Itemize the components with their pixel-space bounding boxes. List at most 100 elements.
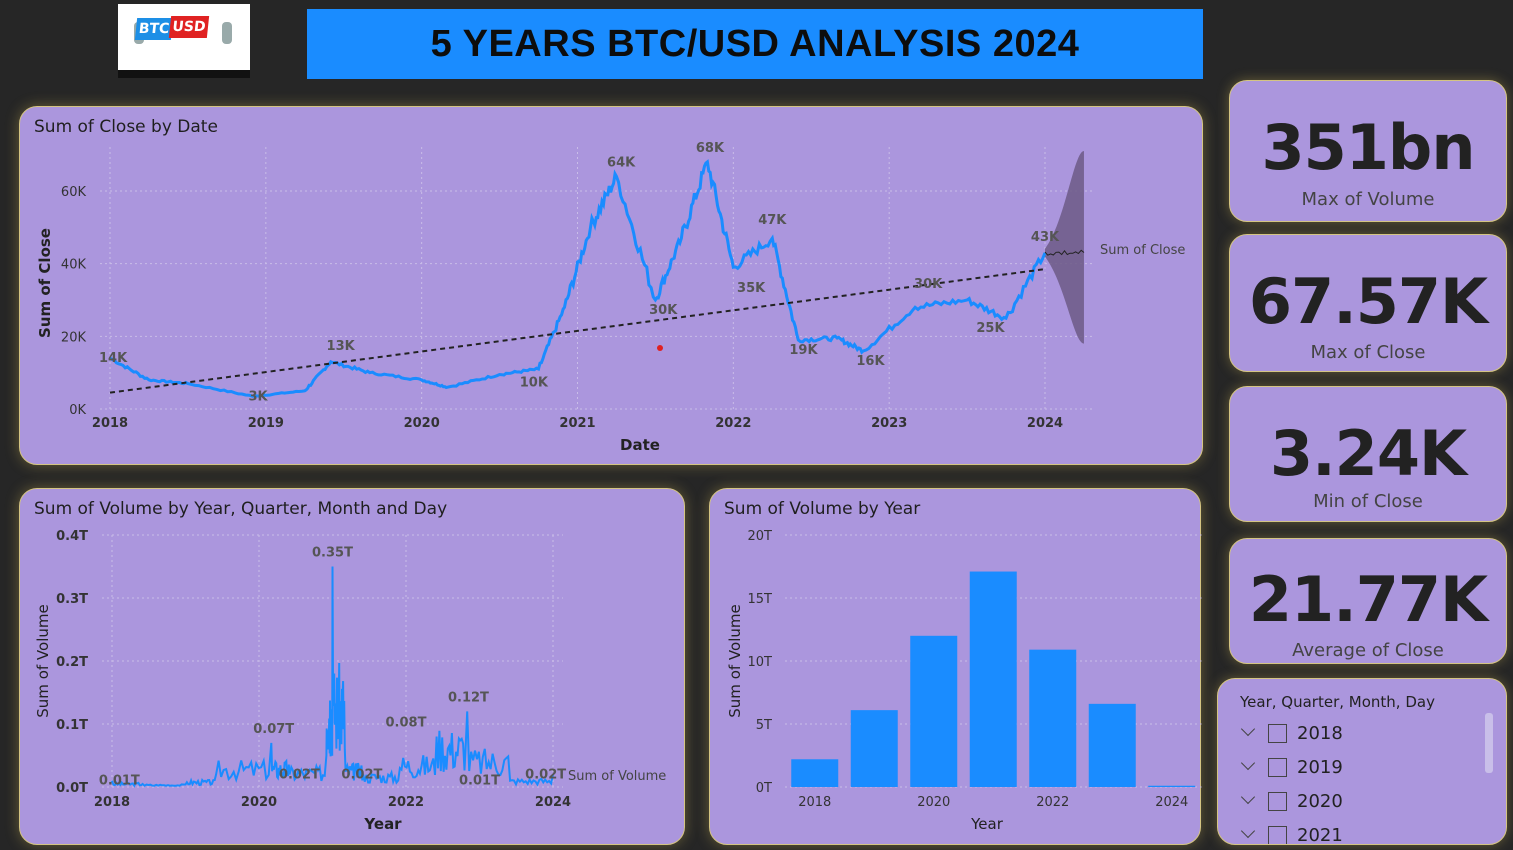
close-forecast-line [1044,249,1085,256]
volume-year-yaxis: 0T 5T 10T 15T 20T [748,529,773,796]
close-ytick-label: 20K [61,330,87,345]
close-data-label: 35K [737,281,766,296]
volume-daily-xtick-label: 2024 [535,795,571,810]
close-by-date-panel[interactable]: Sum of Close by Date 0K 20K 40K 60K 2018 201… [19,106,1203,465]
volume-year-bar[interactable] [791,759,839,787]
close-chart-xlabel: Date [620,436,660,454]
dashboard-title: 5 YEARS BTC/USD ANALYSIS 2024 [430,22,1080,65]
close-anomaly-marker[interactable] [657,345,663,351]
chevron-down-icon[interactable] [1240,755,1258,779]
volume-year-bars[interactable] [791,571,1196,787]
volume-year-xtick-label: 2020 [917,795,950,810]
kpi-max-close-value: 67.57K [1248,265,1488,338]
close-data-label: 13K [327,339,356,354]
kpi-card-max-volume[interactable]: 351bn Max of Volume [1229,80,1507,222]
close-data-label: 68K [696,141,725,156]
slicer-item-2019[interactable]: 2019 [1240,755,1343,779]
close-data-label: 19K [789,343,818,358]
slicer-item-label: 2018 [1297,722,1343,744]
volume-year-bar[interactable] [1029,649,1077,787]
volume-daily-series-line[interactable] [111,566,554,788]
volume-year-bar[interactable] [850,710,898,787]
chevron-down-icon[interactable] [1240,789,1258,813]
volume-year-chart-title: Sum of Volume by Year [724,499,921,519]
close-forecast-band [1045,151,1084,344]
dashboard-title-bar: 5 YEARS BTC/USD ANALYSIS 2024 [307,9,1203,79]
volume-year-ytick-label: 15T [748,592,773,607]
kpi-card-min-close[interactable]: 3.24K Min of Close [1229,386,1507,522]
volume-daily-data-label: 0.02T [279,767,320,782]
slicer-item-label: 2021 [1297,824,1343,845]
volume-daily-data-label: 0.35T [312,546,353,561]
chevron-down-icon[interactable] [1240,721,1258,745]
kpi-min-close-label: Min of Close [1313,491,1423,512]
checkbox[interactable] [1268,825,1287,844]
volume-year-bar[interactable] [1088,703,1136,787]
close-xtick-label: 2019 [248,416,284,431]
close-data-label: 43K [1031,230,1060,245]
close-data-labels: 14K 3K 13K 10K 64K 30K 68K 35K 47K 19K 16K 30K 25K 43… [99,141,1060,404]
close-data-label: 47K [758,213,787,228]
kpi-max-close-label: Max of Close [1310,342,1426,363]
slicer-item-2018[interactable]: 2018 [1240,721,1343,745]
close-chart-legend: Sum of Close [1100,243,1185,258]
volume-daily-ylabel: Sum of Volume [34,604,52,717]
volume-daily-legend: Sum of Volume [568,769,666,784]
chevron-down-icon[interactable] [1240,823,1258,844]
checkbox[interactable] [1268,723,1287,743]
volume-year-xaxis: 2018 2020 2022 2024 [798,795,1188,810]
volume-daily-panel[interactable]: Sum of Volume by Year, Quarter, Month an… [19,488,685,845]
date-hierarchy-slicer[interactable]: Year, Quarter, Month, Day 2018 2019 2020… [1217,678,1507,845]
volume-daily-ytick-label: 0.1T [56,718,88,733]
checkbox[interactable] [1268,791,1287,811]
close-data-label: 30K [914,277,943,292]
volume-year-ylabel: Sum of Volume [726,604,744,717]
close-trend-line [109,268,1046,394]
volume-daily-chart[interactable]: 0.0T 0.1T 0.2T 0.3T 0.4T 2018 2020 2022 2024 0.… [20,489,686,846]
volume-year-bar[interactable] [969,571,1017,787]
volume-daily-data-label: 0.07T [253,722,294,737]
volume-daily-chart-title: Sum of Volume by Year, Quarter, Month an… [34,499,448,519]
close-chart-yaxis: 0K 20K 40K 60K [61,185,87,418]
volume-daily-xlabel: Year [363,815,402,833]
volume-year-bar[interactable] [910,635,958,787]
volume-daily-ytick-label: 0.4T [56,529,88,544]
volume-daily-xtick-label: 2022 [388,795,424,810]
logo-strip [118,70,250,78]
close-data-label: 3K [248,389,268,404]
close-data-label: 64K [607,155,636,170]
volume-year-ytick-label: 5T [756,718,772,733]
volume-year-bar[interactable] [1148,785,1196,787]
volume-year-xtick-label: 2022 [1036,795,1069,810]
close-xtick-label: 2023 [871,416,907,431]
checkbox[interactable] [1268,757,1287,777]
close-chart-ylabel: Sum of Close [36,228,54,338]
slicer-scrollbar[interactable] [1485,713,1493,773]
slicer-item-label: 2020 [1297,790,1343,812]
close-xtick-label: 2024 [1027,416,1063,431]
volume-daily-data-label: 0.01T [99,774,140,789]
kpi-card-average-close[interactable]: 21.77K Average of Close [1229,538,1507,664]
volume-year-panel[interactable]: Sum of Volume by Year 0T 5T 10T 15T 20T 2018… [709,488,1202,846]
slicer-item-2021[interactable]: 2021 [1240,823,1343,845]
volume-daily-ytick-label: 0.2T [56,655,88,670]
slicer-item-2020[interactable]: 2020 [1240,789,1343,813]
close-by-date-chart[interactable]: 0K 20K 40K 60K 2018 2019 2020 2021 2022 2023 2024… [20,107,1204,466]
volume-year-ytick-label: 10T [748,655,773,670]
kpi-card-max-close[interactable]: 67.57K Max of Close [1229,234,1507,372]
volume-daily-yaxis: 0.0T 0.1T 0.2T 0.3T 0.4T [56,529,88,796]
kpi-max-volume-label: Max of Volume [1301,189,1435,210]
close-chart-xaxis: 2018 2019 2020 2021 2022 2023 2024 [92,416,1063,431]
logo-btc-block: BTC [134,18,174,40]
close-xtick-label: 2021 [559,416,595,431]
close-series-line[interactable] [109,159,1047,398]
volume-year-chart[interactable]: 0T 5T 10T 15T 20T 2018 2020 2022 2024 Year Sum … [710,489,1202,846]
volume-daily-xtick-label: 2018 [94,795,130,810]
logo-usd-block: USD [168,16,210,38]
kpi-average-close-label: Average of Close [1292,640,1444,661]
volume-daily-xaxis: 2018 2020 2022 2024 [94,795,571,810]
volume-year-ytick-label: 20T [748,529,773,544]
close-chart-gridlines [100,147,1095,410]
close-data-label: 14K [99,351,128,366]
volume-daily-data-label: 0.12T [448,690,489,705]
